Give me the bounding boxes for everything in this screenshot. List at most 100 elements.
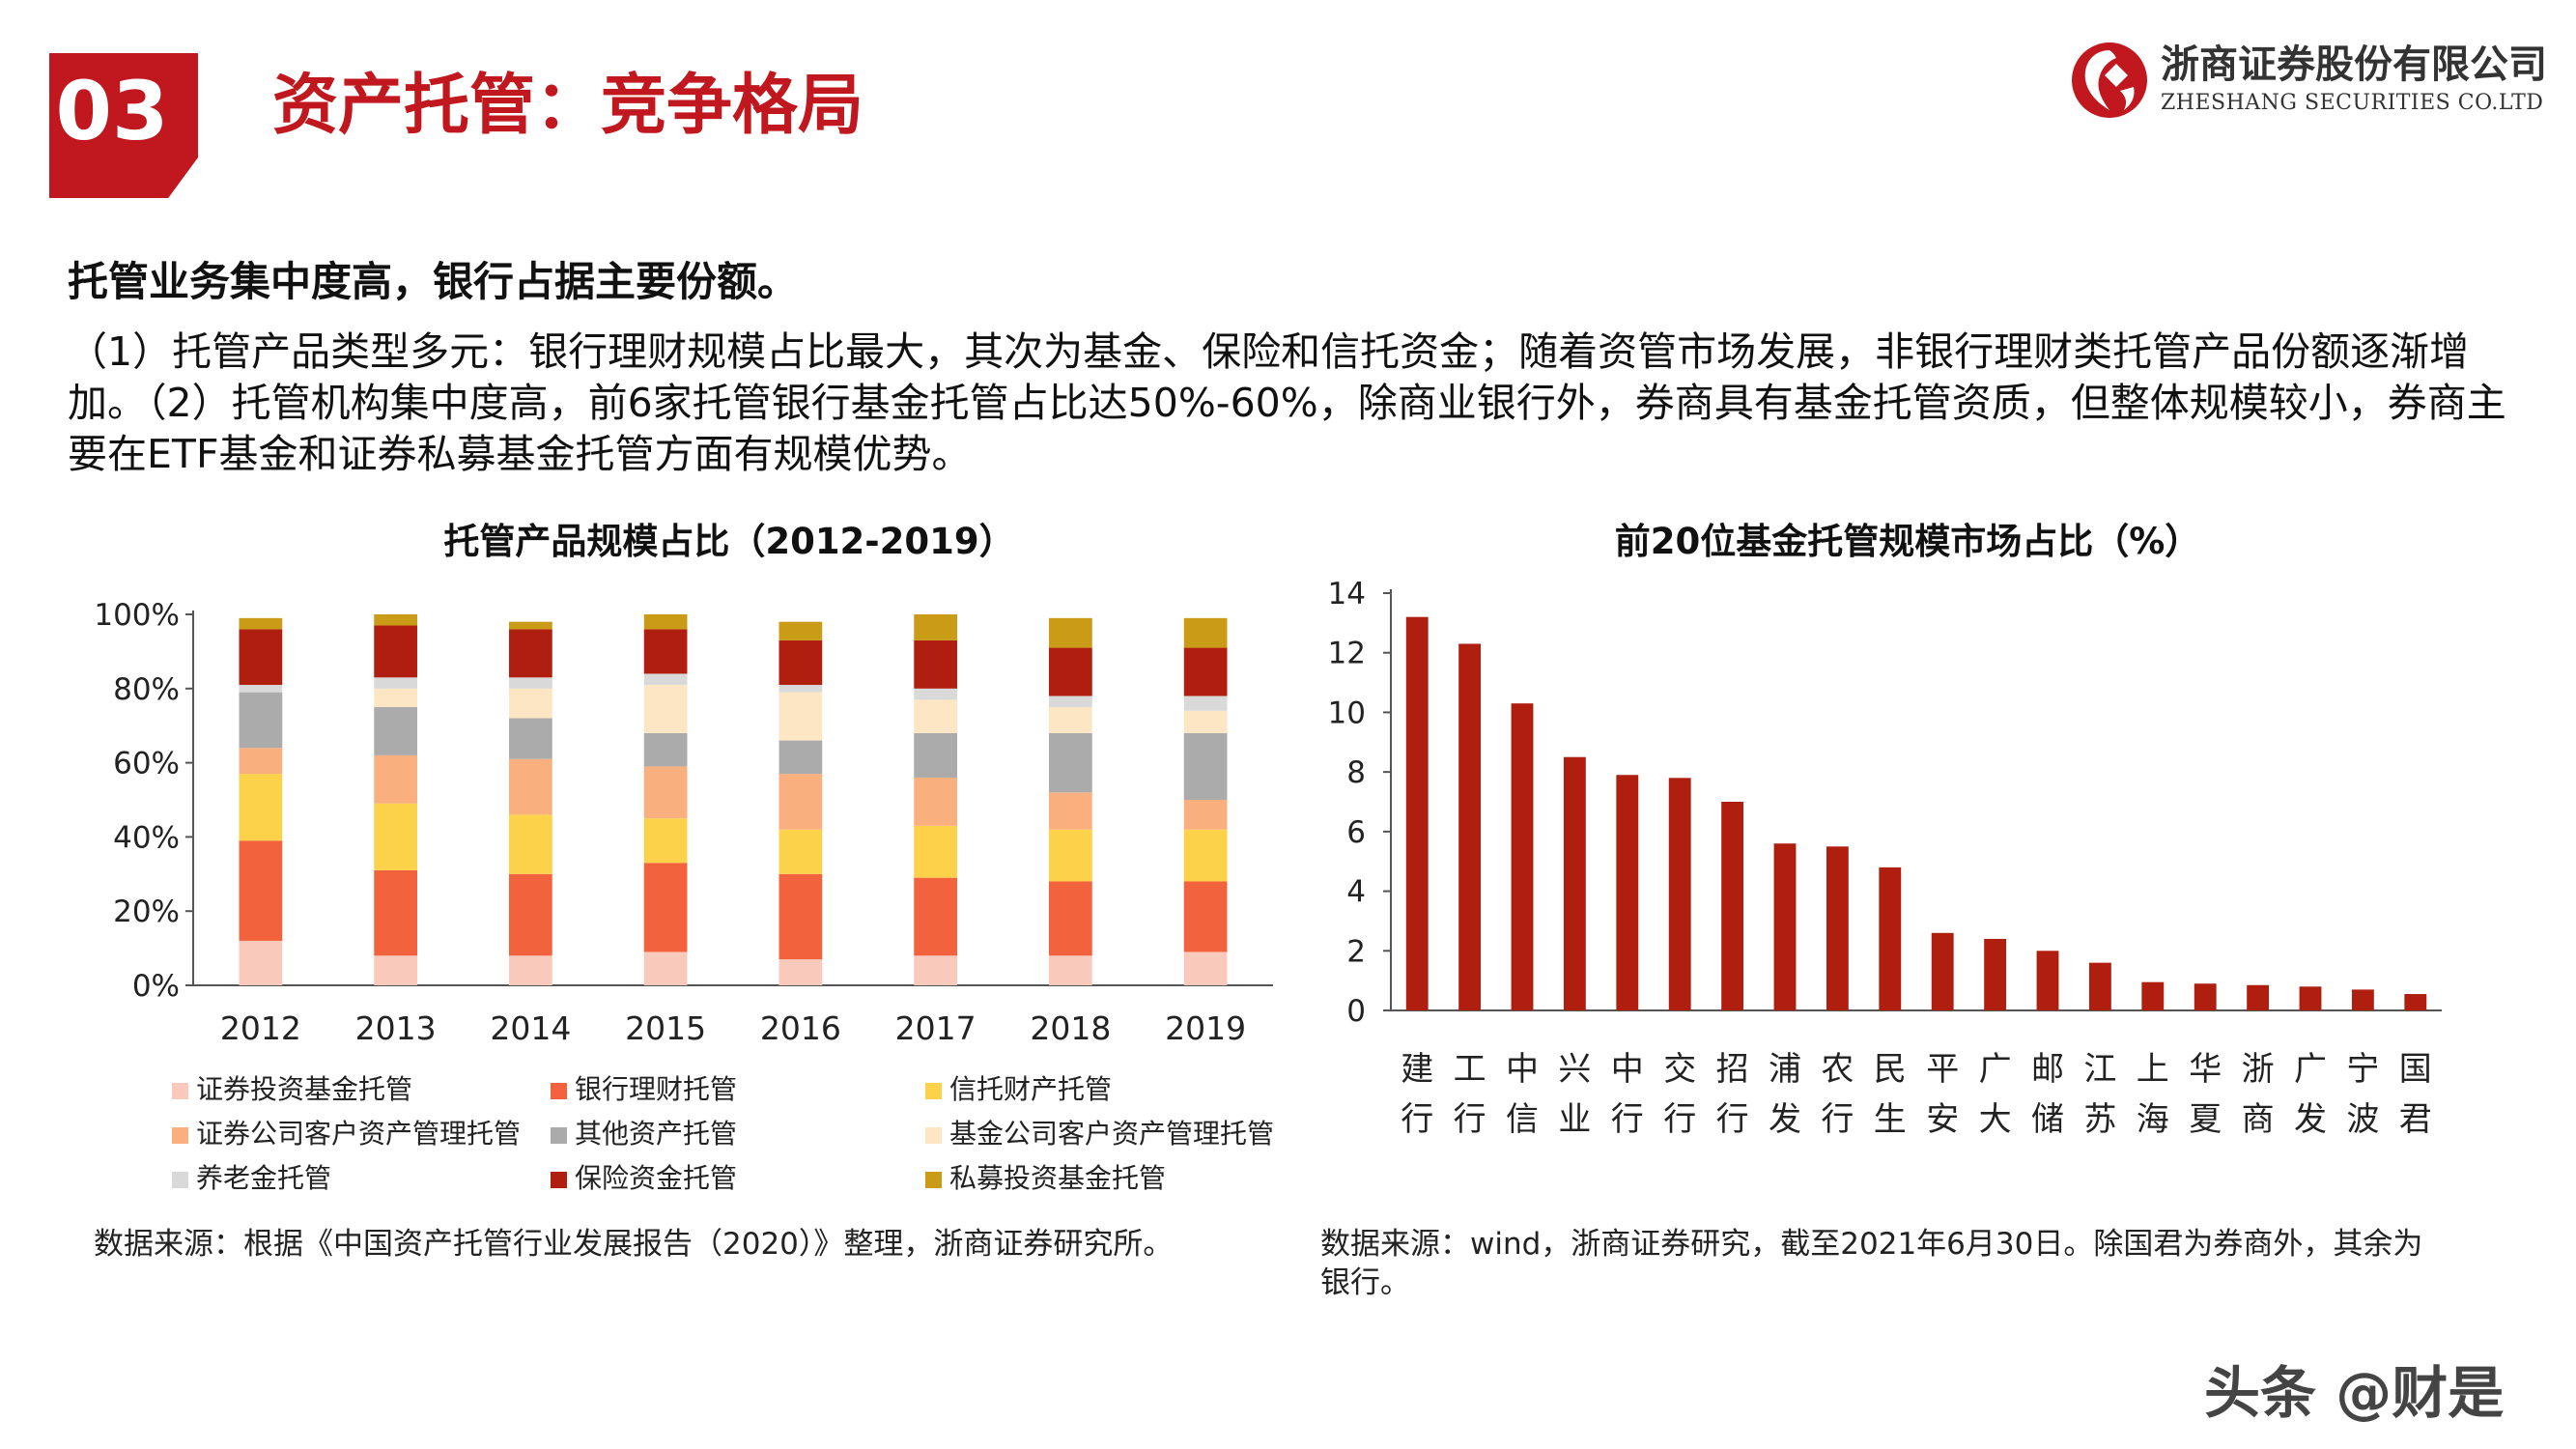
legend-item: 其他资产托管: [551, 1115, 737, 1153]
stacked-bar-segment: [1183, 696, 1228, 711]
bar: [2299, 986, 2322, 1010]
stacked-bar-segment: [1049, 829, 1092, 882]
bar: [2351, 989, 2374, 1010]
stacked-bar-segment: [374, 803, 417, 870]
legend-label: 基金公司客户资产管理托管: [949, 1118, 1275, 1150]
section-number-badge: [49, 53, 198, 198]
x-tick-label: 江: [2083, 1050, 2116, 1089]
legend-swatch: [172, 1082, 188, 1099]
x-tick-label: 邮: [2031, 1050, 2064, 1089]
legend-label: 信托财产托管: [949, 1073, 1113, 1105]
x-tick-label: 交: [1663, 1050, 1696, 1089]
x-tick-label: 2012: [220, 1009, 301, 1047]
x-tick-label: 华: [2189, 1050, 2222, 1089]
y-tick-label: 40%: [113, 820, 180, 855]
x-tick-label: 工: [1454, 1050, 1486, 1089]
legend-swatch: [925, 1171, 942, 1188]
stacked-bar-segment: [914, 614, 957, 640]
legend-item: 证券投资基金托管: [172, 1070, 412, 1109]
stacked-bar-segment: [239, 692, 283, 749]
stacked-bar-segment: [239, 629, 283, 685]
chart1-source: 数据来源：根据《中国资产托管行业发展报告（2020）》整理，浙商证券研究所。: [94, 1227, 1174, 1262]
logo-chinese-name: 浙商证券股份有限公司: [2161, 42, 2547, 87]
bar: [2404, 994, 2427, 1010]
stacked-bar-segment: [914, 877, 957, 956]
section-number: 03: [55, 64, 169, 158]
stacked-bar-segment: [239, 940, 283, 985]
bar: [1984, 938, 2007, 1010]
x-tick-label: 行: [1716, 1100, 1749, 1139]
company-logo: 浙商证券股份有限公司 ZHESHANG SECURITIES CO.LTD: [2072, 41, 2547, 128]
stacked-bar-segment: [914, 639, 957, 689]
x-tick-label: 招: [1716, 1050, 1749, 1089]
stacked-bar-segment: [643, 863, 688, 952]
stacked-bar-segment: [643, 766, 688, 819]
x-tick-label: 平: [1926, 1050, 1959, 1089]
stacked-bar-segment: [509, 621, 552, 630]
y-tick-label: 8: [1346, 755, 1366, 790]
y-tick-label: 6: [1346, 815, 1366, 850]
stacked-bar-segment: [914, 777, 957, 826]
stacked-bar-segment: [778, 740, 823, 775]
x-tick-label: 君: [2399, 1100, 2432, 1139]
stacked-bar-segment: [509, 629, 552, 678]
legend-label: 证券公司客户资产管理托管: [196, 1118, 522, 1150]
bar: [1668, 778, 1691, 1010]
chart1-legend: 证券投资基金托管 银行理财托管 信托财产托管证券公司客户资产管理托管 其他资产托管 基金…: [172, 1070, 1283, 1206]
bar: [1511, 703, 1534, 1010]
stacked-bar-segment: [643, 629, 688, 674]
bar: [2088, 962, 2111, 1010]
stacked-bar-segment: [914, 825, 957, 878]
x-tick-label: 国: [2399, 1050, 2432, 1089]
stacked-bar-segment: [239, 684, 283, 693]
x-tick-label: 农: [1821, 1050, 1854, 1089]
y-tick-label: 2: [1346, 934, 1366, 969]
x-tick-label: 行: [1401, 1100, 1433, 1139]
stacked-bar-segment: [509, 758, 552, 815]
stacked-bar-segment: [239, 617, 283, 630]
legend-item: 信托财产托管: [925, 1070, 1112, 1109]
stacked-bar-segment: [1183, 647, 1228, 696]
stacked-bar-segment: [778, 873, 823, 960]
y-tick-label: 14: [1328, 577, 1366, 611]
x-tick-label: 行: [1611, 1100, 1644, 1139]
x-tick-label: 广: [1979, 1050, 2012, 1089]
legend-item: 银行理财托管: [551, 1070, 737, 1109]
stacked-bar-segment: [643, 732, 688, 767]
bar: [1931, 932, 1954, 1010]
legend-label: 保险资金托管: [575, 1162, 738, 1194]
summary-headline: 托管业务集中度高，银行占据主要份额。: [68, 258, 799, 305]
logo-mark-icon: [2072, 43, 2147, 118]
stacked-bar-segment: [374, 688, 417, 707]
watermark: 头条 @财是: [2204, 1360, 2505, 1426]
legend-label: 银行理财托管: [575, 1073, 738, 1105]
x-tick-label: 宁: [2346, 1050, 2379, 1089]
stacked-bar-segment: [1183, 732, 1228, 800]
x-tick-label: 2018: [1030, 1009, 1111, 1047]
x-tick-label: 夏: [2189, 1100, 2222, 1139]
stacked-bar-segment: [1049, 617, 1092, 648]
x-tick-label: 2016: [760, 1009, 841, 1047]
y-tick-label: 12: [1328, 637, 1366, 671]
stacked-bar-segment: [509, 677, 552, 689]
stacked-bar-segment: [914, 955, 957, 985]
x-tick-label: 行: [1663, 1100, 1696, 1139]
x-tick-label: 商: [2242, 1100, 2275, 1139]
chart2-source: 数据来源：wind，浙商证券研究，截至2021年6月30日。除国君为券商外，其余…: [1320, 1227, 2423, 1300]
bar: [1405, 616, 1429, 1010]
stacked-bar-segment: [509, 688, 552, 719]
logo-english-name: ZHESHANG SECURITIES CO.LTD: [2161, 91, 2544, 115]
summary-paragraph: （1）托管产品类型多元：银行理财规模占比最大，其次为基金、保险和信托资金；随着资…: [68, 328, 2506, 477]
stacked-bar-segment: [1183, 881, 1228, 952]
stacked-bar-segment: [1049, 707, 1092, 733]
x-tick-label: 浦: [1769, 1050, 1801, 1089]
stacked-bar-segment: [509, 718, 552, 759]
y-tick-label: 80%: [113, 672, 180, 707]
bar: [1721, 802, 1744, 1010]
y-tick-label: 60%: [113, 747, 180, 781]
x-tick-label: 兴: [1558, 1050, 1591, 1089]
y-tick-label: 20%: [113, 895, 180, 929]
legend-item: 基金公司客户资产管理托管: [925, 1115, 1274, 1153]
x-tick-label: 2015: [625, 1009, 706, 1047]
page-title: 资产托管：竞争格局: [272, 68, 864, 144]
